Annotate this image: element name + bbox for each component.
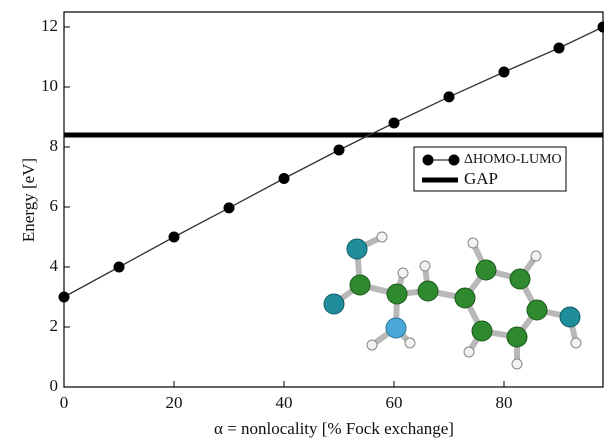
data-point — [334, 145, 345, 156]
y-tick-label: 12 — [41, 16, 58, 35]
x-tick-label: 0 — [60, 393, 69, 412]
data-point — [499, 67, 510, 78]
data-point — [224, 202, 235, 213]
y-tick-label: 10 — [41, 76, 58, 95]
data-point — [598, 22, 604, 33]
legend-marker — [423, 155, 434, 166]
data-point — [389, 118, 400, 129]
data-point — [169, 232, 180, 243]
y-tick-label: 0 — [50, 376, 59, 395]
y-tick-label: 4 — [50, 256, 59, 275]
data-point — [114, 262, 125, 273]
data-point — [554, 43, 565, 54]
y-tick-label: 2 — [50, 316, 59, 335]
legend-label: GAP — [464, 169, 498, 188]
y-tick-label: 8 — [50, 136, 59, 155]
data-point — [279, 173, 290, 184]
x-tick-label: 60 — [386, 393, 403, 412]
legend-marker — [449, 155, 460, 166]
x-tick-label: 80 — [496, 393, 513, 412]
x-tick-label: 40 — [276, 393, 293, 412]
x-axis-label: α = nonlocality [% Fock exchange] — [214, 419, 454, 438]
y-axis-label: Energy [eV] — [19, 158, 38, 242]
chart: Energy [eV] α = nonlocality [% Fock exch… — [0, 0, 604, 440]
legend-label: ΔHOMO-LUMO — [464, 152, 562, 167]
x-tick-label: 20 — [166, 393, 183, 412]
y-tick-label: 6 — [50, 196, 59, 215]
data-point — [444, 91, 455, 102]
molecule — [324, 232, 581, 369]
data-point — [59, 292, 70, 303]
